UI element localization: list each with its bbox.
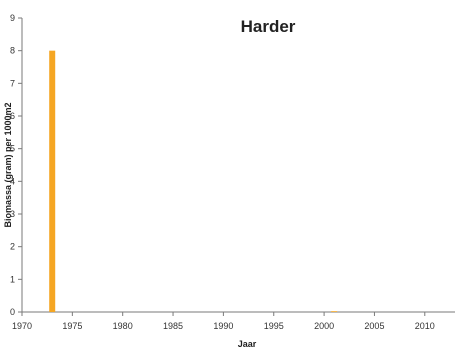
y-tick-label: 8 [10, 46, 15, 56]
y-tick-label: 5 [10, 144, 15, 154]
y-tick-label: 3 [10, 209, 15, 219]
y-tick-label: 7 [10, 78, 15, 88]
y-axis: 0 1 2 3 4 5 6 7 8 9 [10, 13, 23, 317]
y-axis-title: Biomassa (gram) per 1000m2 [3, 102, 13, 227]
x-tick-label: 2005 [364, 321, 384, 331]
y-tick-label: 9 [10, 13, 15, 23]
bar [49, 50, 56, 313]
x-tick-label: 2010 [415, 321, 435, 331]
bar-series [49, 50, 338, 313]
x-tick-label: 1995 [264, 321, 284, 331]
y-tick-label: 4 [10, 176, 15, 186]
y-tick-label: 2 [10, 242, 15, 252]
x-axis: 1970 1975 1980 1985 1990 1995 2000 2005 2010 [12, 311, 455, 331]
bar [331, 311, 338, 312]
x-axis-title: Jaar [238, 339, 257, 349]
x-tick-label: 2000 [314, 321, 334, 331]
y-tick-label: 6 [10, 111, 15, 121]
x-tick-label: 1975 [62, 321, 82, 331]
x-tick-label: 1985 [163, 321, 183, 331]
y-tick-label: 1 [10, 274, 15, 284]
x-tick-label: 1990 [213, 321, 233, 331]
x-tick-label: 1970 [12, 321, 32, 331]
x-tick-label: 1980 [113, 321, 133, 331]
y-tick-label: 0 [10, 307, 15, 317]
chart-title: Harder [241, 17, 296, 36]
